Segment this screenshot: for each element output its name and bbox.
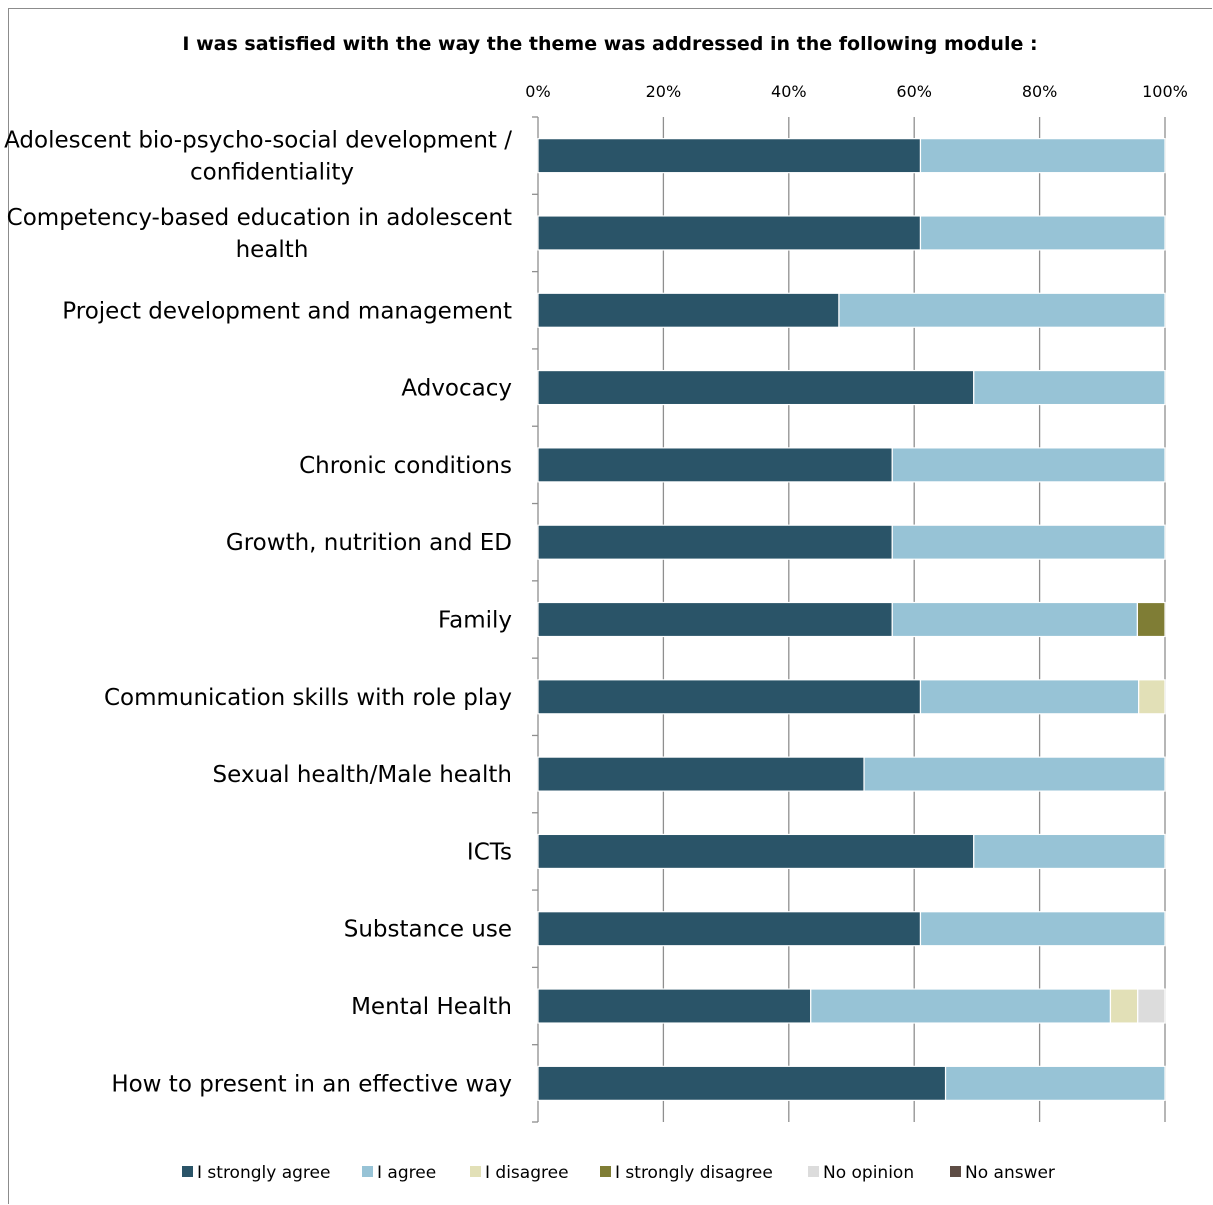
legend-label: I strongly disagree — [615, 1163, 773, 1183]
x-tick-label: 40% — [771, 82, 807, 101]
legend-label: I strongly agree — [197, 1163, 330, 1183]
bar-segment — [973, 833, 1166, 870]
x-tick-label: 100% — [1142, 82, 1188, 101]
legend-swatch — [600, 1166, 611, 1177]
category-label: Project development and management — [62, 298, 512, 324]
legend-swatch — [182, 1166, 193, 1177]
chart-frame — [8, 8, 1212, 1204]
bar-segment — [973, 369, 1166, 406]
legend-label: I disagree — [485, 1163, 569, 1183]
bar-segment — [919, 138, 1166, 174]
legend-label: I agree — [377, 1163, 436, 1183]
bar-segment — [537, 292, 840, 328]
bar-segment — [537, 1065, 947, 1101]
category-label: Mental Health — [351, 994, 512, 1020]
chart-title: I was satisfied with the way the theme w… — [182, 33, 1037, 55]
bar-segment — [537, 215, 922, 251]
category-labels: Adolescent bio-psycho-social development… — [4, 128, 512, 1098]
bar-segment — [537, 756, 865, 792]
bar-segment — [891, 447, 1166, 483]
category-label: Family — [438, 608, 512, 634]
bar-segment — [891, 524, 1166, 560]
y-axis — [532, 116, 539, 1123]
legend-swatch — [470, 1166, 481, 1177]
bar-segment — [863, 756, 1166, 792]
bar-segment — [919, 911, 1166, 947]
x-tick-label: 20% — [646, 82, 682, 101]
x-tick-label: 60% — [896, 82, 932, 101]
bar-segment — [944, 1065, 1166, 1101]
category-label: Sexual health/Male health — [213, 762, 512, 788]
category-label: Communication skills with role play — [104, 685, 512, 711]
bar-segment — [537, 447, 893, 483]
category-label: health — [236, 237, 309, 263]
category-label: Advocacy — [401, 376, 512, 402]
bar-segment — [919, 215, 1166, 251]
bar-segment — [1109, 988, 1139, 1024]
category-label: Adolescent bio-psycho-social development… — [4, 128, 512, 154]
legend-label: No opinion — [823, 1163, 914, 1183]
legend: I strongly agree I agree I disagree I stron… — [182, 1163, 1055, 1183]
bar-segment — [1136, 601, 1166, 638]
bar-segment — [1138, 679, 1166, 715]
category-label: confidentiality — [190, 160, 354, 186]
x-tick-label: 0% — [525, 82, 550, 101]
bar-segment — [537, 138, 922, 174]
bar-segment — [537, 369, 975, 406]
bar-segment — [537, 601, 893, 638]
x-tick-label: 80% — [1022, 82, 1058, 101]
bar-segment — [537, 524, 893, 560]
bar-segment — [838, 292, 1166, 328]
bar-segment — [537, 679, 922, 715]
bars — [537, 138, 1166, 1101]
bar-segment — [1137, 988, 1166, 1024]
category-label: Chronic conditions — [299, 453, 512, 479]
bar-segment — [537, 833, 975, 870]
bar-segment — [537, 911, 922, 947]
category-label: Substance use — [344, 917, 512, 943]
category-label: Growth, nutrition and ED — [226, 530, 512, 556]
category-label: How to present in an effective way — [111, 1071, 512, 1097]
legend-swatch — [950, 1166, 961, 1177]
bar-segment — [891, 601, 1139, 638]
legend-swatch — [808, 1166, 819, 1177]
legend-swatch — [362, 1166, 373, 1177]
category-label: ICTs — [467, 839, 512, 865]
bar-segment — [537, 988, 812, 1024]
bar-segment — [919, 679, 1140, 715]
bar-segment — [810, 988, 1112, 1024]
x-tick-labels: 0% 20% 40% 60% 80% 100% — [525, 82, 1188, 101]
category-label: Competency-based education in adolescent — [7, 205, 512, 231]
legend-label: No answer — [965, 1163, 1055, 1183]
